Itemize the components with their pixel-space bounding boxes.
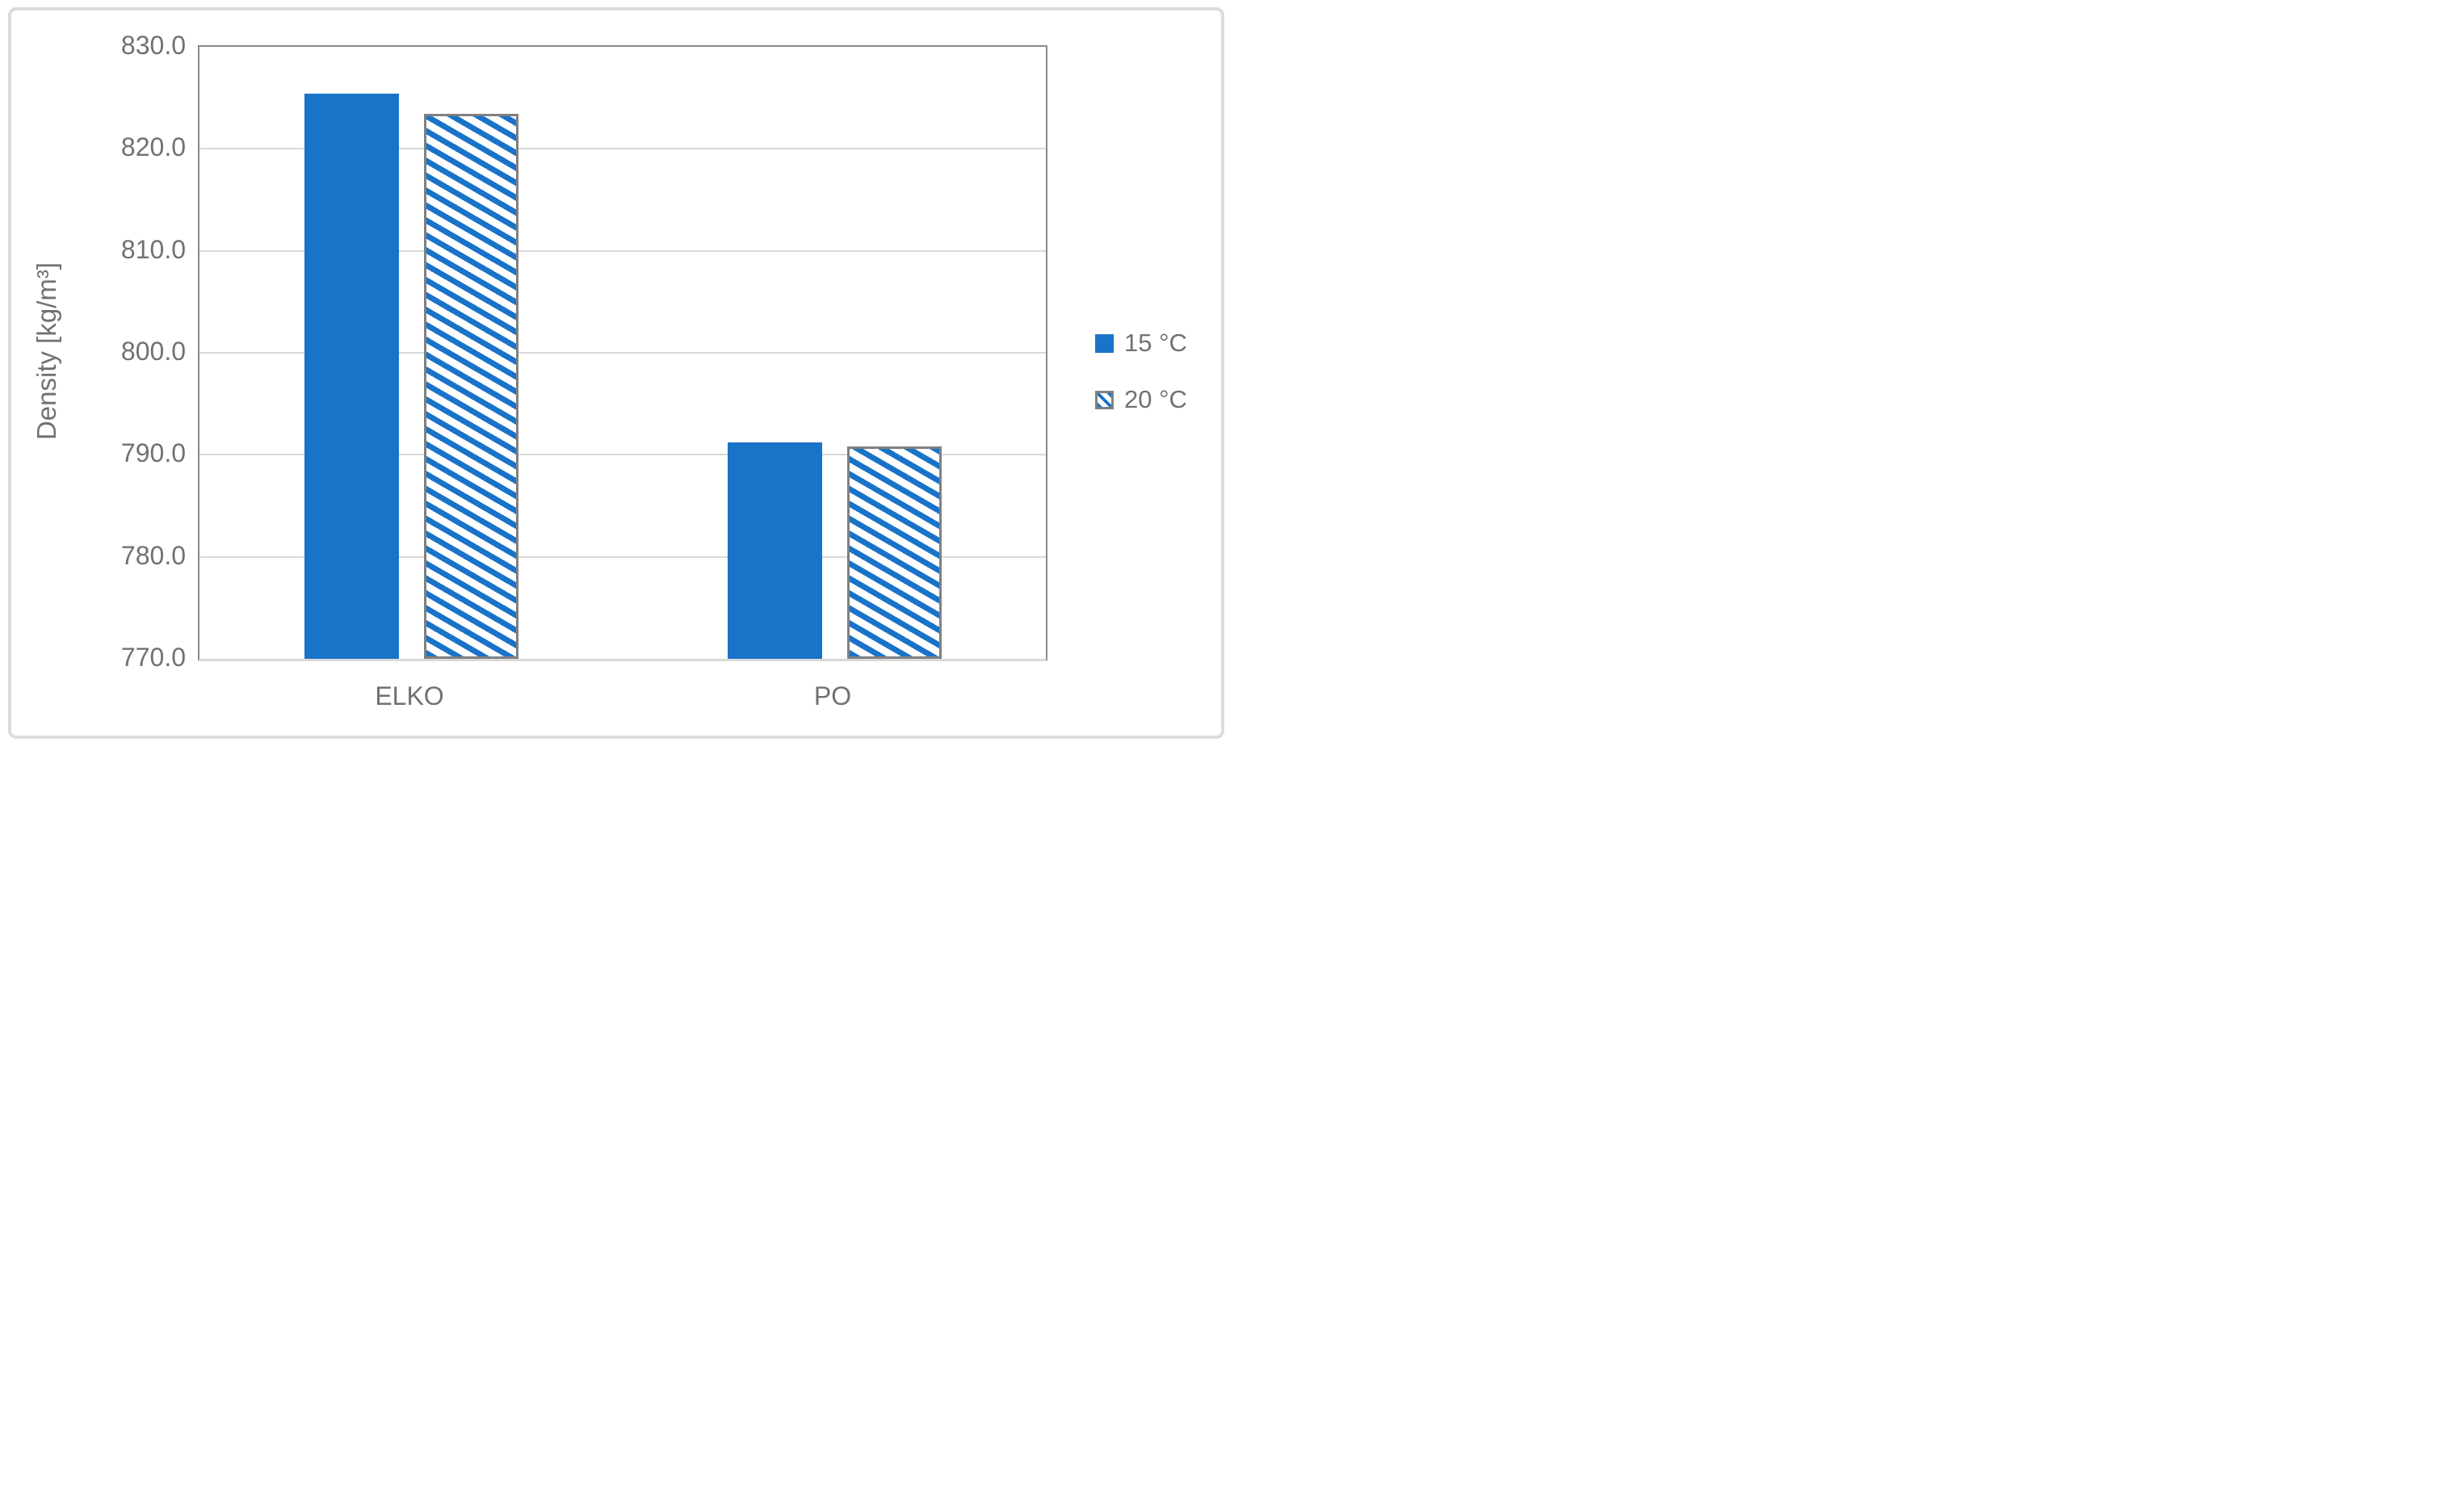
bar-po-20°C (846, 446, 942, 659)
gridline (199, 352, 1046, 354)
y-tick-label: 800.0 (120, 337, 186, 366)
y-tick-label: 780.0 (120, 541, 186, 570)
category-group-po (623, 47, 1046, 659)
legend-swatch-hatched-icon (1095, 390, 1114, 409)
legend-label: 15 °C (1124, 329, 1187, 357)
x-category-label-elko: ELKO (375, 681, 444, 710)
bar-elko-20°C (423, 114, 518, 659)
y-tick-label: 830.0 (120, 31, 186, 60)
legend-entry: 15 °C (1095, 329, 1187, 357)
plot-area (198, 45, 1047, 661)
y-tick-label: 790.0 (120, 438, 186, 467)
chart-canvas: Density [kg/m³] 830.0 820.0 810.0 800.0 790.… (0, 0, 1232, 746)
category-group-elko (199, 47, 623, 659)
gridline (199, 454, 1046, 455)
gridline (199, 148, 1046, 149)
gridline (199, 250, 1046, 252)
legend-entry: 20 °C (1095, 385, 1187, 413)
y-tick-label: 820.0 (120, 132, 186, 161)
legend: 15 °C 20 °C (1095, 329, 1187, 442)
legend-label: 20 °C (1124, 385, 1187, 413)
bar-elko-15°C (304, 94, 399, 659)
bar-po-15°C (727, 442, 822, 659)
y-tick-label: 810.0 (120, 235, 186, 264)
legend-swatch-solid-icon (1095, 333, 1114, 353)
x-category-label-po: PO (813, 681, 852, 710)
y-tick-label: 770.0 (120, 643, 186, 672)
gridline (199, 556, 1046, 558)
